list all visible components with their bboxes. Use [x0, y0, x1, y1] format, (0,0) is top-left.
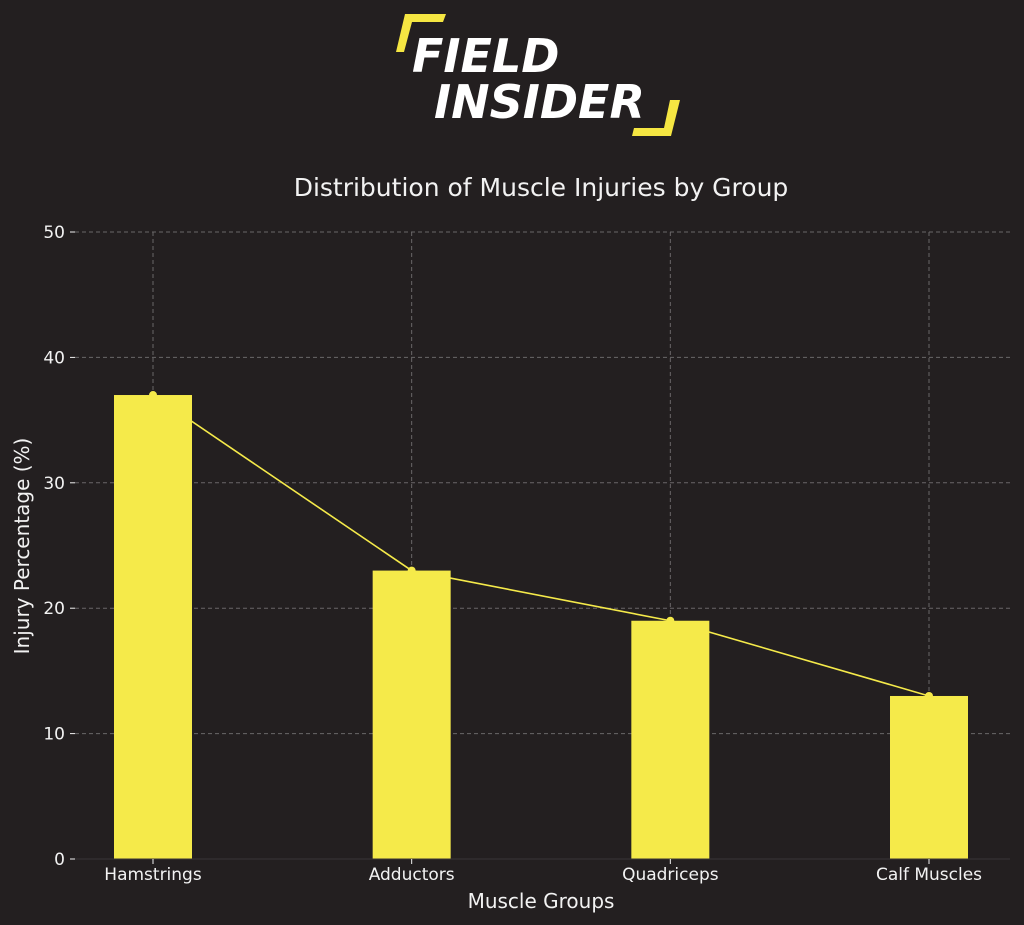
x-tick-label: Calf Muscles — [876, 865, 982, 885]
line-point-hamstrings — [149, 391, 157, 400]
y-tick-label: 10 — [43, 725, 65, 745]
bar-adductors — [372, 570, 451, 859]
y-tick-label: 20 — [43, 599, 65, 619]
bar-quadriceps — [631, 620, 710, 859]
y-tick-labels: 0 10 20 30 40 50 — [43, 223, 75, 870]
grid — [75, 231, 1010, 859]
bar-hamstrings — [114, 395, 192, 859]
x-tick-labels: Hamstrings Adductors Quadriceps Calf Muscle… — [104, 859, 982, 885]
bar-calf-muscles — [890, 695, 968, 859]
bars — [114, 395, 968, 859]
x-tick-label: Hamstrings — [104, 865, 202, 885]
y-axis-label: Injury Percentage (%) — [10, 438, 34, 655]
logo-bracket-bottom-right — [632, 100, 680, 136]
line-point-adductors — [407, 566, 416, 575]
chart-title: Distribution of Muscle Injuries by Group — [294, 173, 789, 202]
y-tick-label: 30 — [43, 474, 65, 494]
logo-line1: FIELD — [412, 29, 559, 83]
x-tick-label: Quadriceps — [622, 865, 719, 885]
logo: FIELD INSIDER — [396, 14, 680, 136]
y-tick-label: 50 — [43, 223, 65, 243]
logo-bracket-top-left — [396, 14, 446, 52]
line-point-quadriceps — [666, 616, 675, 625]
y-tick-label: 0 — [54, 850, 65, 870]
line-point-calf-muscles — [925, 691, 933, 700]
x-tick-label: Adductors — [369, 865, 455, 885]
logo-line2: INSIDER — [434, 75, 645, 129]
trend-line — [149, 391, 933, 700]
x-axis-label: Muscle Groups — [468, 889, 615, 913]
y-tick-label: 40 — [43, 348, 65, 368]
trend-line-path — [152, 394, 930, 697]
